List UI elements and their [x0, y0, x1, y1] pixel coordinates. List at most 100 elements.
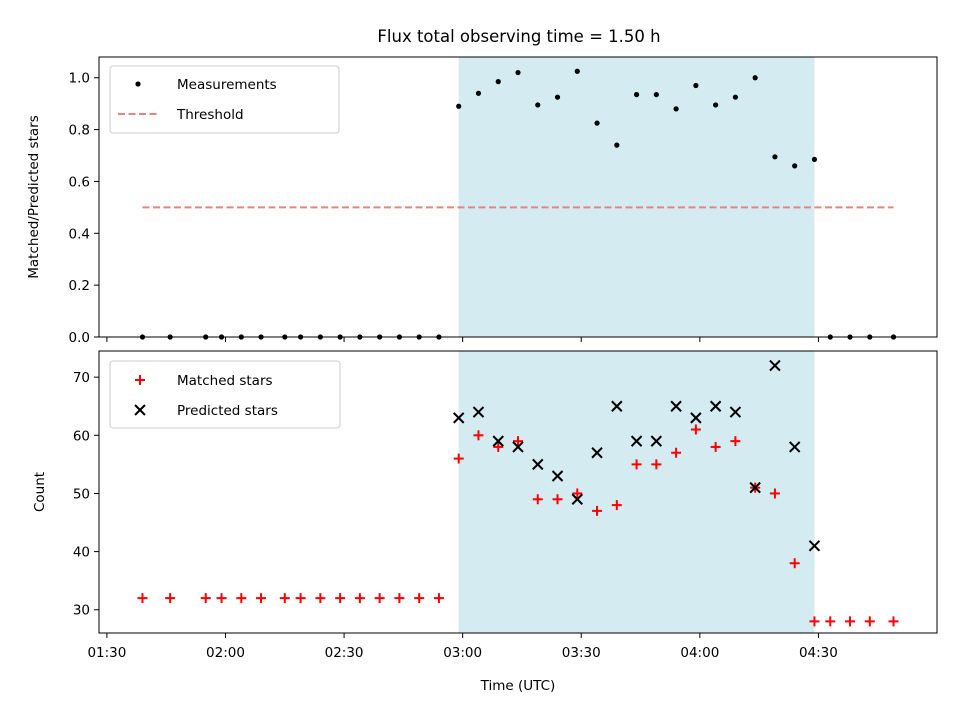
- measurement-point: [772, 154, 778, 160]
- predicted-point: [630, 435, 643, 447]
- measurement-point: [515, 69, 521, 76]
- measurement-point: [456, 103, 462, 109]
- measurement-point: [752, 75, 758, 81]
- matched-point: [354, 593, 365, 604]
- bottom-y-axis: 30 40 50 60 70: [73, 370, 99, 619]
- y-tick-label: 0.6: [69, 174, 90, 190]
- measurement-point: [713, 102, 719, 108]
- matched-point: [690, 424, 701, 435]
- predicted-point: [690, 412, 702, 424]
- matched-point: [433, 593, 444, 604]
- predicted-point: [670, 400, 682, 412]
- legend-measurements-marker: [135, 81, 141, 87]
- matched-point: [453, 453, 464, 464]
- matched-point: [710, 441, 721, 452]
- matched-point: [165, 593, 176, 604]
- top-x-ticks: [106, 337, 819, 342]
- x-tick-label: 02:30: [325, 645, 364, 661]
- y-tick-label: 0.2: [69, 278, 90, 294]
- y-tick-label: 40: [73, 545, 90, 561]
- matched-point: [414, 593, 425, 604]
- shaded-observing-window: [458, 351, 815, 633]
- matched-point: [295, 593, 306, 604]
- bottom-panel: 30 40 50 60 70 01:30 02:00 02:30 03:00 03:30 04:0…: [32, 350, 938, 694]
- legend-matched-marker: [135, 375, 145, 385]
- top-shaded-interval: [458, 57, 815, 337]
- legend-threshold-label: Threshold: [176, 107, 244, 123]
- matched-point: [394, 593, 405, 604]
- bottom-axes-frame: [98, 350, 938, 634]
- predicted-point: [551, 470, 564, 482]
- bottom-legend: Matched stars Predicted stars: [109, 360, 341, 429]
- matched-point: [592, 505, 603, 516]
- measurement-point: [673, 106, 679, 112]
- x-tick-label: 03:30: [562, 645, 601, 661]
- legend-cross: [134, 404, 146, 416]
- matched-point: [216, 593, 227, 604]
- matched-point: [845, 616, 856, 627]
- measurement-point: [475, 90, 482, 96]
- shaded-observing-window: [458, 57, 815, 337]
- y-tick-label: 30: [73, 603, 90, 619]
- top-legend-box: [109, 65, 340, 134]
- measurement-point: [535, 102, 541, 108]
- predicted-point: [709, 400, 722, 412]
- y-tick-label: 70: [73, 370, 90, 386]
- x-tick-label: 02:00: [206, 645, 245, 661]
- legend-predicted-marker: [134, 404, 146, 416]
- matched-point: [236, 593, 247, 604]
- y-tick-label: 60: [73, 428, 90, 444]
- predicted-point: [808, 540, 821, 552]
- predicted-point: [453, 412, 465, 424]
- matched-point: [864, 616, 875, 627]
- measurement-point: [732, 94, 739, 100]
- legend-predicted-label: Predicted stars: [177, 403, 278, 419]
- measurement-point: [594, 120, 600, 126]
- figure-title: Flux total observing time = 1.50 h: [377, 27, 660, 46]
- matched-point: [789, 558, 800, 569]
- top-y-axis: 0.0 0.2 0.4 0.6 0.8 1.0: [69, 71, 99, 346]
- matched-point: [137, 593, 148, 604]
- y-tick-label: 0.0: [69, 330, 90, 346]
- predicted-point: [492, 435, 504, 447]
- predicted-point: [611, 400, 623, 412]
- predicted-point: [472, 406, 485, 418]
- predicted-point: [729, 406, 742, 418]
- top-panel: 0.0 0.2 0.4 0.6 0.8 1.0 Matched/Predicted sta…: [26, 56, 938, 346]
- matched-point: [769, 488, 780, 499]
- x-tick-label: 01:30: [87, 645, 126, 661]
- predicted-point: [769, 359, 781, 372]
- measurement-point: [693, 82, 699, 89]
- x-tick-label: 03:00: [443, 645, 482, 661]
- measurement-point: [554, 94, 561, 100]
- matched-point: [651, 459, 662, 470]
- legend-measurements-label: Measurements: [177, 77, 277, 93]
- x-tick-label: 04:00: [680, 645, 719, 661]
- legend-matched-label: Matched stars: [177, 373, 273, 389]
- matched-point: [825, 616, 836, 627]
- matched-point: [730, 436, 741, 447]
- y-tick-label: 50: [73, 486, 90, 502]
- measurement-point: [792, 163, 798, 169]
- measurement-point: [614, 142, 620, 148]
- matched-point: [888, 616, 899, 627]
- y-tick-label: 0.8: [69, 123, 90, 139]
- bottom-y-axis-label: Count: [32, 472, 48, 512]
- top-legend: Measurements Threshold: [109, 65, 340, 134]
- top-axes-frame: [98, 56, 938, 338]
- y-tick-label: 1.0: [69, 71, 90, 87]
- measurement-point: [633, 91, 640, 98]
- matched-point: [493, 441, 504, 452]
- matched-point: [532, 494, 543, 505]
- bottom-legend-box: [109, 360, 341, 429]
- predicted-point: [749, 481, 761, 494]
- matched-point: [809, 616, 820, 627]
- x-tick-label: 04:30: [799, 645, 838, 661]
- bottom-shaded-interval: [458, 351, 815, 633]
- matched-point: [279, 593, 290, 604]
- matched-point: [200, 593, 211, 604]
- bottom-predicted-points: [453, 359, 821, 552]
- predicted-point: [591, 447, 603, 459]
- bottom-x-axis: 01:30 02:00 02:30 03:00 03:30 04:00 04:30: [87, 633, 838, 661]
